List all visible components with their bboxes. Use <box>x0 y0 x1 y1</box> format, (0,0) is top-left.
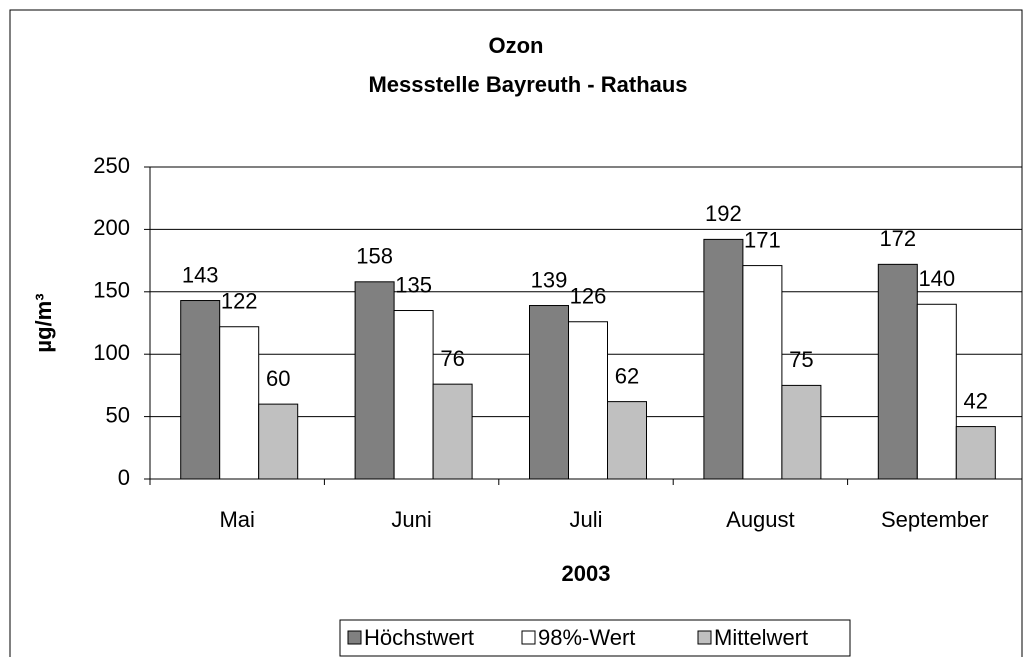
data-label: 135 <box>395 272 432 297</box>
x-tick-label: Juni <box>391 507 431 532</box>
y-tick-label: 100 <box>93 340 130 365</box>
bar <box>568 321 608 480</box>
data-label: 139 <box>531 267 568 292</box>
legend-label: Mittelwert <box>714 625 808 650</box>
legend-swatch <box>697 630 712 645</box>
y-axis-label: µg/m³ <box>31 293 56 352</box>
data-label: 42 <box>964 388 988 413</box>
y-tick-label: 200 <box>93 215 130 240</box>
chart-title: Ozon <box>489 33 544 58</box>
data-label: 171 <box>744 227 781 252</box>
chart-border <box>9 9 1023 657</box>
x-tick-label: August <box>726 507 795 532</box>
data-label: 122 <box>221 289 258 314</box>
legend-box <box>339 619 851 657</box>
bar <box>258 403 299 480</box>
bar <box>607 401 647 480</box>
bar <box>955 426 996 480</box>
legend-label: 98%-Wert <box>538 625 635 650</box>
bar <box>219 326 260 480</box>
data-label: 75 <box>789 347 813 372</box>
data-label: 76 <box>440 346 464 371</box>
x-tick-label: Mai <box>219 507 254 532</box>
y-tick-label: 250 <box>93 153 130 178</box>
x-tick-label: Juli <box>569 507 602 532</box>
data-label: 172 <box>879 226 916 251</box>
data-label: 143 <box>182 262 219 287</box>
legend-swatch <box>347 630 362 645</box>
x-axis-label: 2003 <box>562 561 611 586</box>
y-tick-label: 0 <box>118 465 130 490</box>
data-label: 62 <box>615 363 639 388</box>
bar <box>742 265 783 480</box>
x-tick-label: September <box>881 507 989 532</box>
bar <box>703 238 744 480</box>
bar <box>393 310 434 480</box>
data-label: 158 <box>356 244 393 269</box>
bar <box>877 263 918 480</box>
data-label: 192 <box>705 201 742 226</box>
y-tick-label: 50 <box>106 402 130 427</box>
bar <box>432 383 473 480</box>
bar <box>781 384 822 480</box>
chart-subtitle: Messstelle Bayreuth - Rathaus <box>368 72 687 97</box>
legend-label: Höchstwert <box>364 625 474 650</box>
legend-swatch <box>521 630 536 645</box>
data-label: 60 <box>266 366 290 391</box>
data-label: 126 <box>570 284 607 309</box>
bar <box>529 305 569 480</box>
bar <box>916 303 957 480</box>
bar <box>354 281 395 480</box>
bar <box>180 300 221 480</box>
y-tick-label: 150 <box>93 278 130 303</box>
data-label: 140 <box>918 266 955 291</box>
